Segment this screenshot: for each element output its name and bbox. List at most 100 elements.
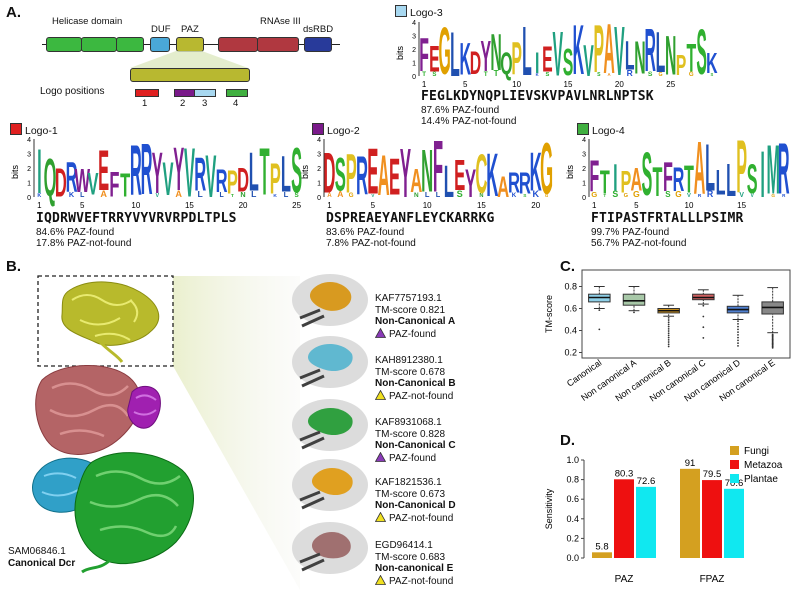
logo-positions-label: Logo positions	[40, 86, 105, 97]
logo-letter: R	[508, 167, 520, 199]
logo-letter: D	[470, 46, 481, 82]
logo-filler-letter: S	[612, 189, 618, 199]
boxplot-outlier	[737, 334, 739, 336]
logo-letter: I	[613, 157, 617, 200]
boxplot-outlier	[598, 309, 601, 312]
main-structure-class: Canonical Dcr	[8, 557, 76, 569]
logo-1-block: Logo-1 bits 0 1 2 3 4 1 5 10 15 20 25 K I Q D K R L W V A E F T R…	[10, 123, 310, 253]
logo-filler-letter: G	[349, 192, 354, 199]
logo-letter: V	[205, 144, 216, 211]
logo-filler-letter: G	[771, 193, 775, 199]
logo-letter: T	[120, 166, 130, 204]
logo-3-found: 87.6% PAZ-found	[421, 105, 500, 116]
logo-1-sequence: IQDRWVEFTRRYVYVRVRPDLTPLS	[36, 211, 237, 226]
logo-letter: R	[66, 153, 78, 201]
logo-2-swatch	[312, 123, 324, 135]
logo-y-tick: 3	[27, 152, 31, 159]
logo-x-tick: 1	[422, 80, 427, 89]
panel-b-letter: B.	[6, 258, 21, 275]
zoom-beam	[173, 276, 300, 590]
bar	[680, 468, 700, 558]
logo-letter: R	[644, 18, 655, 85]
entry-status-text: PAZ-found	[389, 452, 437, 464]
entry-class: Non-Canonical B	[375, 378, 456, 389]
boxplot-box	[657, 304, 680, 348]
panel-c-letter: C.	[560, 258, 575, 275]
boxplot-outlier	[702, 315, 705, 318]
logo-letter: A	[603, 18, 614, 88]
logo-letter: M	[766, 135, 779, 209]
bar	[724, 488, 744, 558]
legend-label: Metazoa	[744, 460, 783, 471]
logo-letter: E	[429, 39, 440, 81]
entry-id: KAH8912380.1	[375, 355, 443, 366]
logo-letter: N	[665, 24, 676, 87]
logo-filler-letter: S	[648, 71, 653, 78]
logo-letter: F	[433, 135, 443, 208]
paz-region-structure	[61, 281, 160, 363]
logo-bits-label: bits	[565, 165, 575, 180]
logo-filler-letter: L	[436, 190, 441, 199]
helicase-block-3	[116, 37, 144, 52]
entry-status-text: PAZ-found	[389, 328, 437, 340]
logo-filler-letter: T	[603, 193, 606, 198]
bar-y-tick: 0.8	[566, 475, 579, 485]
boxplot-outlier	[737, 325, 739, 328]
logo-filler-letter: L	[80, 192, 85, 199]
helicase-region-structure	[74, 452, 194, 574]
logo-filler-letter: K	[69, 190, 75, 199]
logo-4-swatch	[577, 123, 589, 135]
logo-letter: V	[583, 37, 594, 86]
logo-bits-label: bits	[395, 46, 405, 61]
logo-filler-letter: K	[532, 189, 539, 199]
logo-position-2-bar	[174, 89, 196, 97]
logo-filler-letter: S	[457, 189, 463, 199]
boxplot-frame	[581, 269, 791, 359]
logo-letter: E	[389, 149, 400, 207]
logo-letter: R	[141, 135, 153, 211]
logo-x-tick: 5	[371, 201, 376, 210]
logo-letter: F	[109, 164, 119, 204]
logo-filler-letter: R	[782, 193, 786, 198]
logo-y-tick: 4	[582, 137, 586, 144]
logo-filler-letter: L	[219, 192, 224, 199]
helicase-label: Helicase domain	[52, 16, 123, 27]
logo-filler-letter: G	[689, 71, 694, 78]
logo-y-tick: 3	[582, 152, 586, 159]
logo-position-3-number: 3	[202, 98, 208, 109]
logo-letter: A	[410, 162, 422, 200]
status-triangle-icon	[374, 574, 387, 585]
logo-filler-letter: G	[591, 190, 597, 199]
logo-y-tick: 2	[317, 166, 321, 173]
boxplot-y-tick: 0.6	[564, 304, 577, 314]
logo-3-block: Logo-3 bits 0 1 2 3 4 1 5 10 15 20 25 T F S E G L K D T Y T N Q P…	[395, 5, 725, 135]
boxplot-outlier	[771, 346, 774, 349]
logo-x-tick: 15	[737, 201, 746, 210]
logo-letter: R	[194, 149, 206, 201]
status-triangle-icon	[374, 451, 387, 462]
logo-letter: F	[663, 153, 673, 201]
logo-y-tick: 2	[582, 166, 586, 173]
logo-2-title: Logo-2	[327, 125, 360, 137]
logo-letter: G	[439, 18, 451, 89]
logo-filler-letter: V	[155, 193, 159, 199]
logo-filler-letter: G	[633, 189, 640, 199]
logo-3-swatch	[395, 5, 407, 17]
logo-filler-letter: T	[484, 71, 488, 78]
logo-bits-label: bits	[10, 165, 20, 180]
logo-letter: I	[37, 136, 42, 207]
logo-letter: S	[563, 42, 574, 84]
dsrbd-region-structure	[127, 385, 161, 429]
boxplot-box	[622, 286, 646, 314]
logo-filler-letter: S	[597, 72, 601, 78]
logo-4-sequence: FTIPASTFRTALLLPSIMR	[591, 211, 744, 226]
logo-filler-letter: A	[337, 189, 343, 199]
logo-filler-letter: T	[494, 69, 499, 78]
entry-tm-score: TM-score 0.673	[375, 488, 446, 500]
logo-filler-letter: A	[100, 189, 107, 199]
logo-letter: F	[419, 30, 429, 82]
logo-position-1-bar	[135, 89, 159, 97]
boxplot-outlier	[667, 336, 670, 339]
logo-letter: S	[291, 135, 302, 206]
entry-class: Non-Canonical C	[375, 440, 456, 451]
